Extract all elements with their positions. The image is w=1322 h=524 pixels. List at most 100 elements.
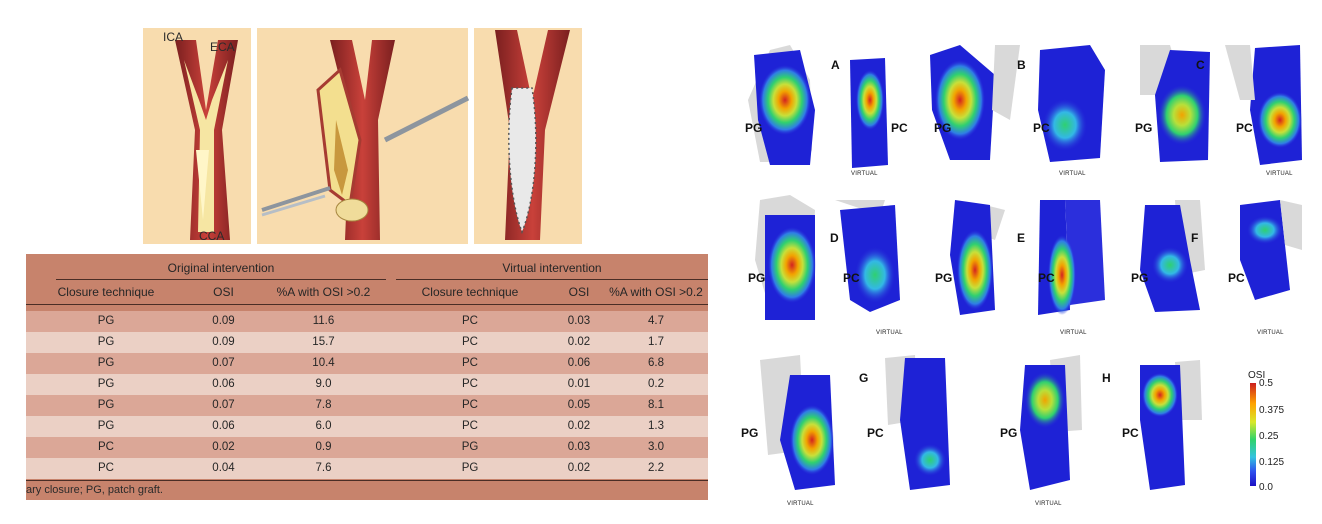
table-cell: 0.02 [212,441,235,453]
table-footnote: ary closure; PG, patch graft. [26,484,163,496]
table-cell: 7.6 [315,462,332,474]
col-header-technique-orig: Closure technique [57,285,155,299]
model-g-pc [885,355,950,490]
table-row: PG 0.09 11.6 PC 0.03 4.7 [26,311,708,332]
col-header-osi-virt: OSI [568,285,590,299]
table-cell: 0.09 [212,336,235,348]
table-cell: 0.09 [212,315,235,327]
model-b-pc [1038,45,1105,162]
col-header-area-virt: %A with OSI >0.2 [609,285,703,299]
table-cell: 2.2 [648,462,664,474]
table-cell: 0.04 [212,462,235,474]
model-h-pg [1020,355,1082,490]
virtual-label: VIRTUAL [1060,330,1087,336]
eca-label: ECA [210,40,235,54]
endarterectomy-drawing [261,40,470,240]
colorbar-tick-high: 0.375 [1259,405,1285,416]
table-cell: 8.1 [648,399,664,411]
panel-letter-6: G [859,371,869,385]
model-e-pg [950,200,1005,315]
table-cell: 0.03 [567,315,591,327]
virtual-label: VIRTUAL [1266,171,1293,177]
pc-label: PC [1122,426,1139,440]
table-cell: 0.06 [212,420,235,432]
model-g-pg [760,355,835,490]
pc-label: PC [1038,271,1055,285]
col-header-osi-orig: OSI [213,285,234,299]
colorbar-title: OSI [1248,370,1266,381]
virtual-label: VIRTUAL [1035,501,1062,507]
table-cell: 9.0 [315,378,332,390]
table-cell: PG [97,378,115,390]
pg-label: PG [1131,271,1149,285]
pg-label: PG [934,121,952,135]
model-d-pg [755,195,816,320]
table-cell: PC [462,378,478,390]
table-cell: 15.7 [312,336,335,348]
group-rule-original [56,279,386,280]
virtual-label: VIRTUAL [1257,330,1284,336]
group-header-original: Original intervention [167,261,275,275]
pc-label: PC [891,121,908,135]
col-header-area-orig: %A with OSI >0.2 [276,285,371,299]
model-h-pc [1140,360,1202,490]
table-cell: 4.7 [648,315,664,327]
pg-label: PG [1135,121,1153,135]
table-cell: PG [461,441,479,453]
panel-letter-2: C [1196,58,1205,72]
table-cell: PC [462,357,478,369]
table-cell: 0.07 [212,399,235,411]
panel-letter-4: E [1017,231,1026,245]
pg-label: PG [745,121,763,135]
osi-comparison-table: Original intervention Virtual interventi… [26,254,708,500]
panel-letter-1: B [1017,58,1026,72]
table-cell: PG [97,315,115,327]
pc-label: PC [1228,271,1245,285]
pg-label: PG [741,426,759,440]
table-cell: 0.02 [567,462,591,474]
table-cell: PC [462,420,478,432]
colorbar-tick-low: 0.125 [1259,457,1285,468]
cca-label: CCA [199,229,225,243]
table-cell: 6.8 [648,357,664,369]
table-row: PG 0.07 10.4 PC 0.06 6.8 [26,353,708,374]
panel-letter-3: D [830,231,839,245]
pg-label: PG [1000,426,1018,440]
pg-label: PG [748,271,766,285]
table-cell: PC [462,336,478,348]
table-cell: 11.6 [312,315,335,327]
osi-contour-figure [748,45,1302,490]
table-cell: PG [97,357,115,369]
table-cell: 7.8 [315,399,332,411]
table-cell: 0.02 [567,336,591,348]
model-a-pg [748,45,815,165]
table-cell: 0.01 [567,378,591,390]
table-row: PG 0.07 7.8 PC 0.05 8.1 [26,395,708,416]
virtual-label: VIRTUAL [787,501,814,507]
table-bottom-rule [26,480,708,481]
pc-label: PC [843,271,860,285]
table-cell: 1.7 [648,336,664,348]
model-d-pc [835,200,900,312]
model-c-pg [1140,45,1210,162]
colorbar-tick-mid: 0.25 [1259,431,1279,442]
table-cell: 0.03 [567,441,591,453]
illustration-artwork [175,30,570,240]
pg-label: PG [935,271,953,285]
table-cell: 0.05 [567,399,591,411]
table-cell: 10.4 [312,357,335,369]
osi-colorbar [1250,383,1256,486]
col-header-technique-virt: Closure technique [421,285,519,299]
table-cell: 0.2 [648,378,664,390]
table-row: PG 0.06 6.0 PC 0.02 1.3 [26,416,708,437]
table-row: PC 0.04 7.6 PG 0.02 2.2 [26,458,708,479]
table-row: PC 0.02 0.9 PG 0.03 3.0 [26,437,708,458]
table-cell: 6.0 [315,420,332,432]
group-rule-virtual [396,279,708,280]
table-cell: PG [97,399,115,411]
table-cell: PG [97,336,115,348]
table-cell: 1.3 [648,420,664,432]
table-cell: PC [462,399,478,411]
table-cell: PC [462,315,478,327]
virtual-label: VIRTUAL [1059,171,1086,177]
